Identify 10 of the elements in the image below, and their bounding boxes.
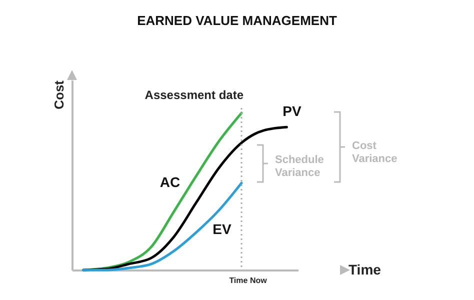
x-axis-title: Time xyxy=(348,262,382,278)
chart-title: EARNED VALUE MANAGEMENT xyxy=(137,13,337,28)
text: Assessment date xyxy=(144,88,244,102)
text: Time Now xyxy=(229,276,268,285)
y-axis-title: Cost xyxy=(52,80,66,110)
annotation: Schedule Variance xyxy=(275,154,324,179)
series-label: PV xyxy=(282,103,302,119)
series-label: AC xyxy=(160,174,180,190)
text: Cost Variance xyxy=(352,140,398,165)
series-label: EV xyxy=(212,221,232,237)
